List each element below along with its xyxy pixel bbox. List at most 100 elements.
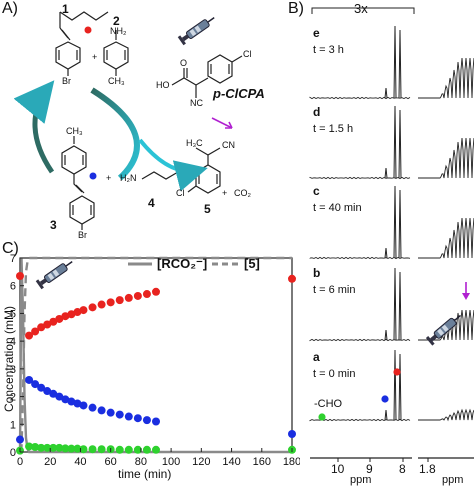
- y-tick-label: 7: [10, 253, 16, 265]
- red-data-point: [55, 314, 64, 323]
- red-data-point: [25, 331, 34, 340]
- x-tick-label: 180: [283, 456, 300, 468]
- co2-label: CO₂: [234, 188, 251, 198]
- syringe-icon: [177, 17, 215, 46]
- x-tick-label: 160: [253, 456, 271, 468]
- green-data-point: [152, 445, 160, 454]
- nmr-peak: [384, 247, 388, 259]
- blue-data-point: [16, 435, 24, 444]
- legend-5-label: [5]: [244, 256, 260, 271]
- cl-reagent-label: Cl: [243, 49, 252, 59]
- blue-data-point: [31, 380, 40, 389]
- y-tick-label: 1: [10, 419, 16, 431]
- red-data-point: [31, 327, 40, 336]
- concentration-chart: 0 20 40 60 80 100 120 140 160 180 0 1 2 3 4 5 6 7: [10, 253, 300, 468]
- compound-3-label: 3: [50, 218, 57, 232]
- imine-3-structure: [61, 136, 95, 230]
- blue-data-point: [73, 399, 82, 408]
- green-data-point: [31, 443, 40, 452]
- ch3-top-label: CH₃: [108, 76, 125, 86]
- nmr-baseline: [309, 338, 411, 342]
- legend-rco2-label: [RCO₂⁻]: [157, 256, 208, 271]
- red-data-point: [73, 308, 82, 317]
- red-data-point: [142, 290, 151, 299]
- br-bottom-label: Br: [78, 230, 87, 240]
- nmr-peak: [384, 87, 388, 99]
- cycle-arrow-main: [90, 87, 140, 181]
- o-label: O: [180, 58, 188, 68]
- blue-data-point: [97, 406, 106, 415]
- chart-syringe-icon: [35, 261, 73, 290]
- green-data-point: [67, 444, 76, 453]
- blue-data-point: [55, 392, 64, 401]
- x-tick-label: 60: [105, 456, 117, 468]
- y-axis-label: Concentration (mM): [2, 305, 17, 413]
- trace-b-time: t = 6 min: [313, 284, 356, 296]
- nc-label: NC: [190, 98, 203, 108]
- ho-label: HO: [156, 80, 170, 90]
- nmr-peak: [393, 105, 397, 179]
- blue-data-point: [142, 416, 151, 425]
- nmr-tick-1-8: 1.8: [419, 462, 436, 476]
- blue-data-point: [25, 375, 34, 384]
- blue-data-point: [37, 383, 46, 392]
- nmr-peak: [393, 349, 397, 421]
- red-data-point: [106, 298, 115, 307]
- nmr-multiplet: [418, 217, 474, 259]
- green-data-point: [124, 445, 133, 454]
- y-tick-label: 4: [10, 336, 16, 348]
- reaction-scheme: [13, 11, 243, 230]
- h3c-label: H₃C: [186, 138, 203, 148]
- nmr-peak: [384, 409, 388, 421]
- nmr-ppm-label: ppm: [350, 474, 372, 486]
- series-rco2-line: [18, 257, 292, 454]
- blue-data-point: [115, 410, 124, 419]
- cycle-arrow-side: [138, 138, 208, 192]
- trace-c-time: t = 40 min: [313, 202, 362, 214]
- x-tick-label: 20: [44, 456, 56, 468]
- plus-3: +: [222, 188, 228, 198]
- blue-data-point: [49, 389, 58, 398]
- amine-4-structure: [141, 171, 179, 180]
- y-tick-label: 6: [10, 281, 16, 293]
- nmr-multiplet: [418, 57, 474, 99]
- imine-red-dot: [84, 26, 92, 34]
- red-data-point: [288, 274, 296, 283]
- green-data-point: [142, 445, 151, 454]
- nmr-peak: [398, 29, 402, 99]
- nmr-multiplet: [418, 408, 474, 422]
- x-tick-label: 100: [162, 456, 180, 468]
- nmr-peak: [398, 353, 402, 421]
- nmr-green-dot: [318, 413, 326, 421]
- trace-d-time: t = 1.5 h: [313, 123, 354, 135]
- compound-4-label: 4: [148, 196, 155, 210]
- blue-data-point: [61, 395, 70, 404]
- blue-data-point: [106, 408, 115, 417]
- amine-2-structure: [103, 30, 129, 76]
- x-tick-label: 120: [192, 456, 210, 468]
- trace-e-time: t = 3 h: [313, 44, 344, 56]
- compound-2-label: 2: [113, 14, 120, 28]
- red-data-point: [79, 306, 88, 315]
- red-data-point: [124, 293, 133, 302]
- panel-a-label: A): [2, 0, 18, 17]
- reagent-structure: [171, 54, 243, 98]
- red-data-point: [133, 291, 142, 300]
- green-data-point: [25, 442, 34, 451]
- x-tick-label: 80: [135, 456, 147, 468]
- nmr-red-dot: [393, 368, 401, 376]
- nmr-ppm-label-right: ppm: [442, 474, 464, 486]
- green-data-point: [73, 444, 82, 453]
- panel-c-label: C): [2, 240, 19, 257]
- imine-1-structure: [55, 11, 109, 76]
- blue-data-point: [43, 387, 52, 396]
- red-data-point: [49, 317, 58, 326]
- plus-1: +: [92, 52, 98, 62]
- red-data-point: [152, 287, 160, 296]
- x-tick-label: 40: [74, 456, 86, 468]
- cn-label: CN: [222, 140, 235, 150]
- red-data-point: [67, 310, 76, 319]
- blue-data-point: [133, 414, 142, 423]
- y-tick-label: 3: [10, 364, 16, 376]
- red-data-point: [37, 323, 46, 332]
